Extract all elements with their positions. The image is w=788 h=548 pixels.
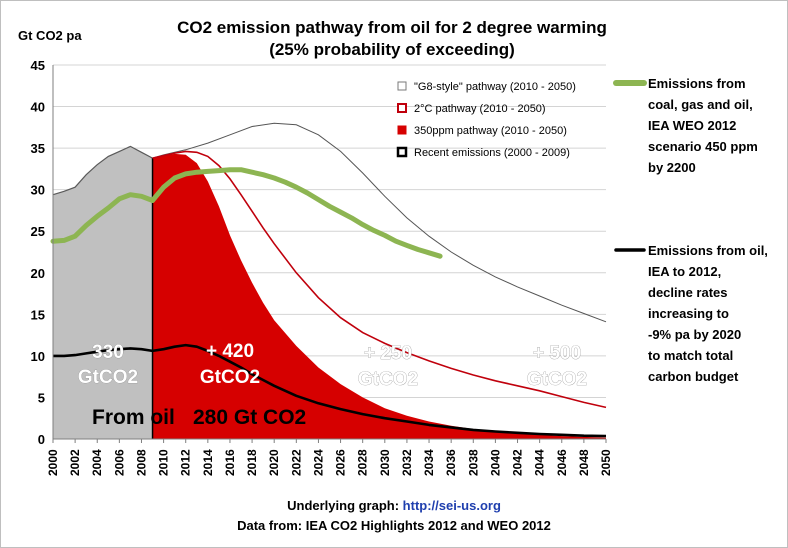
mid-budget-unit: GtCO2 xyxy=(358,369,418,390)
black-note-line: to match total xyxy=(648,348,733,363)
x-tick-label: 2004 xyxy=(90,449,104,476)
g8-pathway-line xyxy=(152,122,607,323)
x-tick-labels: 2000 2002 2004 2006 2008 2010 2012 2014 2016 2018… xyxy=(46,449,613,476)
y-tick-label: 10 xyxy=(31,349,45,364)
side-note-green: Emissions from coal, gas and oil, IEA WE… xyxy=(613,76,758,175)
legend-swatch-350 xyxy=(397,125,407,135)
x-tick-label: 2028 xyxy=(356,449,370,476)
legend-swatch-recent xyxy=(396,146,408,158)
axes xyxy=(52,65,607,443)
y-tick-label: 35 xyxy=(31,141,45,156)
x-tick-label: 2000 xyxy=(46,449,60,476)
y-axis-label: Gt CO2 pa xyxy=(18,28,82,43)
oil-emissions-line xyxy=(53,343,607,438)
oil-label-value: 280 Gt CO2 xyxy=(193,406,306,429)
footer-source: Underlying graph: http://sei-us.org xyxy=(287,498,501,513)
legend-label-350: 350ppm pathway (2010 - 2050) xyxy=(414,125,567,137)
x-tick-label: 2040 xyxy=(488,449,502,476)
x-tick-label: 2020 xyxy=(267,449,281,476)
y-tick-labels: 0 5 10 15 20 25 30 35 40 45 xyxy=(31,58,45,447)
mid-budget-number: + 250 xyxy=(364,343,412,364)
footer-data-source: Data from: IEA CO2 Highlights 2012 and W… xyxy=(237,518,551,533)
red-budget-number: + 420 xyxy=(206,341,254,362)
x-tick-label: 2002 xyxy=(68,449,82,476)
footer-source-link[interactable]: http://sei-us.org xyxy=(403,498,501,513)
pathway-350ppm-area xyxy=(152,153,606,439)
x-tick-label: 2008 xyxy=(134,449,148,476)
legend-swatch-2c xyxy=(397,103,407,113)
oil-label-prefix: From oil xyxy=(92,406,175,429)
line-series xyxy=(50,122,607,439)
side-note-black: Emissions from oil, IEA to 2012, decline… xyxy=(614,243,768,384)
green-note-line: by 2200 xyxy=(648,160,696,175)
black-note-line: decline rates xyxy=(648,285,728,300)
green-note-line: Emissions from xyxy=(648,76,746,91)
recent-emissions-edge xyxy=(52,145,153,196)
y-tick-label: 15 xyxy=(31,307,45,322)
y-tick-label: 40 xyxy=(31,100,45,115)
red-budget-unit: GtCO2 xyxy=(200,367,260,388)
x-tick-label: 2016 xyxy=(223,449,237,476)
black-note-line: Emissions from oil, xyxy=(648,243,768,258)
black-note-line: IEA to 2012, xyxy=(648,264,721,279)
black-note-line: -9% pa by 2020 xyxy=(648,327,741,342)
grey-budget-unit: GtCO2 xyxy=(78,367,138,388)
green-note-line: IEA WEO 2012 xyxy=(648,118,736,133)
x-tick-label: 2010 xyxy=(157,449,171,476)
x-tick-label: 2038 xyxy=(466,449,480,476)
y-tick-label: 45 xyxy=(31,58,45,73)
x-tick-label: 2048 xyxy=(577,449,591,476)
x-tick-label: 2044 xyxy=(533,449,547,476)
x-tick-label: 2014 xyxy=(201,449,215,476)
x-tick-label: 2046 xyxy=(555,449,569,476)
two-degree-pathway-line xyxy=(152,150,607,409)
x-tick-label: 2042 xyxy=(511,449,525,476)
chart-subtitle: (25% probability of exceeding) xyxy=(269,40,515,59)
legend-swatch-g8 xyxy=(397,81,407,91)
x-tick-label: 2030 xyxy=(378,449,392,476)
outer-budget-number: + 500 xyxy=(533,343,581,364)
footer-source-prefix: Underlying graph: xyxy=(287,498,403,513)
x-tick-label: 2024 xyxy=(311,449,325,476)
x-tick-label: 2032 xyxy=(400,449,414,476)
legend-label-recent: Recent emissions (2000 - 2009) xyxy=(414,147,570,159)
area-series xyxy=(53,146,606,439)
black-note-line: increasing to xyxy=(648,306,729,321)
x-tick-label: 2034 xyxy=(422,449,436,476)
y-tick-label: 5 xyxy=(38,390,45,405)
x-tick-label: 2026 xyxy=(334,449,348,476)
recent-emissions-area xyxy=(53,146,153,439)
x-tick-label: 2022 xyxy=(289,449,303,476)
grey-budget-number: 330 xyxy=(92,342,124,363)
y-tick-label: 30 xyxy=(31,183,45,198)
green-note-line: scenario 450 ppm xyxy=(648,139,758,154)
legend-label-2c: 2°C pathway (2010 - 2050) xyxy=(414,103,546,115)
y-tick-label: 25 xyxy=(31,224,45,239)
legend: "G8-style" pathway (2010 - 2050) 2°C pat… xyxy=(396,81,576,159)
black-note-line: carbon budget xyxy=(648,369,739,384)
x-tick-label: 2050 xyxy=(599,449,613,476)
y-tick-label: 20 xyxy=(31,266,45,281)
x-tick-label: 2018 xyxy=(245,449,259,476)
outer-budget-unit: GtCO2 xyxy=(527,369,587,390)
coal-gas-oil-line xyxy=(50,167,443,259)
x-tick-label: 2006 xyxy=(112,449,126,476)
y-tick-label: 0 xyxy=(38,432,45,447)
green-note-line: coal, gas and oil, xyxy=(648,97,753,112)
chart-title: CO2 emission pathway from oil for 2 degr… xyxy=(177,18,607,37)
legend-label-g8: "G8-style" pathway (2010 - 2050) xyxy=(414,81,576,93)
x-tick-label: 2012 xyxy=(179,449,193,476)
x-tick-label: 2036 xyxy=(444,449,458,476)
